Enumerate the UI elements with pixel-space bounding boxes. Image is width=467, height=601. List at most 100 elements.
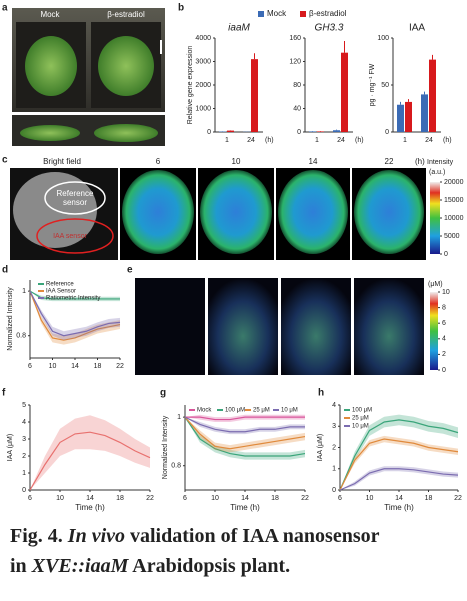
x-tick-label: 6: [28, 363, 32, 370]
confidence-band: [340, 466, 458, 490]
legend-label: Ratiometric Intensity: [46, 296, 100, 302]
y-axis-label: IAA (μM): [317, 434, 324, 461]
y-tick-label: 160: [289, 35, 301, 42]
x-tick-label: 1: [225, 137, 229, 144]
y-tick-label: 50: [381, 82, 389, 89]
colorbar-label: (μM): [428, 281, 443, 288]
y-tick-label: 4: [332, 402, 336, 409]
x-tick-label: 14: [86, 495, 94, 502]
x-tick-label: 10: [56, 495, 64, 502]
x-tick-label: 24: [425, 137, 433, 144]
y-tick-label: 3000: [195, 58, 211, 65]
y-tick-label: 4000: [195, 35, 211, 42]
x-tick-label: 18: [271, 495, 279, 502]
x-tick-label: 24: [337, 137, 345, 144]
colorbar-tick-label: 10: [442, 289, 450, 296]
colorbar-tick-label: 2: [442, 351, 446, 358]
roi-label: IAA sensor: [53, 233, 88, 240]
subplot-title: iaaM: [228, 23, 250, 34]
legend-label: 10 μM: [281, 408, 298, 414]
panel-e-images: [135, 278, 438, 375]
x-tick-label: 18: [116, 495, 124, 502]
x-axis-label: (h): [355, 137, 364, 144]
x-tick-label: 22: [146, 495, 154, 502]
y-tick-label: 3: [332, 423, 336, 430]
x-tick-label: 14: [241, 495, 249, 502]
bar: [341, 53, 348, 132]
confidence-band: [30, 415, 150, 490]
panel-c-images: [10, 168, 440, 260]
caption-part: XVE::iaaM: [31, 555, 130, 577]
time-label: 22: [385, 157, 394, 166]
panel-a-photos: [12, 8, 165, 146]
y-tick-label: 2000: [195, 82, 211, 89]
x-tick-label: 10: [366, 495, 374, 502]
bar: [227, 131, 234, 132]
y-tick-label: 1000: [195, 105, 211, 112]
bar: [405, 102, 412, 132]
y-tick-label: 0.8: [171, 463, 181, 470]
caption-part: Fig. 4.: [10, 525, 68, 547]
colorbar-tick-label: 0: [442, 367, 446, 374]
caption-part: In vivo: [67, 525, 125, 547]
legend-label: β-estradiol: [309, 9, 347, 18]
x-tick-label: 10: [49, 363, 57, 370]
x-tick-label: 14: [71, 363, 79, 370]
bar: [317, 131, 324, 132]
y-tick-label: 80: [293, 82, 301, 89]
time-label: 10: [232, 157, 241, 166]
x-tick-label: 18: [425, 495, 433, 502]
x-tick-label: 18: [94, 363, 102, 370]
x-axis-label: (h): [443, 137, 452, 144]
caption-part: in: [10, 555, 32, 577]
subplot-title: IAA: [409, 23, 425, 34]
y-tick-label: 5: [22, 402, 26, 409]
y-tick-label: 0: [207, 129, 211, 136]
x-axis-label: Time (h): [384, 503, 414, 512]
panel-letter: g: [160, 388, 166, 399]
bar: [333, 130, 340, 132]
x-tick-label: 14: [395, 495, 403, 502]
caption-part: validation of IAA nanosensor: [125, 525, 380, 547]
colorbar-tick-label: 6: [442, 320, 446, 327]
caption-part: Arabidopsis plant.: [128, 555, 290, 577]
time-label: 6: [156, 157, 161, 166]
y-tick-label: 0: [332, 487, 336, 494]
legend-swatch: [258, 11, 264, 17]
y-tick-label: 0.8: [16, 333, 26, 340]
time-label: 14: [309, 157, 318, 166]
x-tick-label: 1: [403, 137, 407, 144]
x-axis-label: (h): [265, 137, 274, 144]
x-tick-label: 6: [28, 495, 32, 502]
colorbar-tick-label: 10000: [444, 215, 464, 222]
x-tick-label: 22: [116, 363, 124, 370]
y-tick-label: 0: [22, 487, 26, 494]
figure-caption: Fig. 4. In vivo validation of IAA nanose…: [10, 525, 380, 547]
confidence-band: [185, 417, 305, 452]
image-label: Bright field: [43, 157, 81, 166]
legend-swatch: [300, 11, 306, 17]
y-axis-label: IAA (μM): [7, 434, 14, 461]
time-unit: (h): [415, 157, 425, 166]
legend-label: 25 μM: [253, 408, 270, 414]
y-tick-label: 40: [293, 105, 301, 112]
bar: [251, 59, 258, 132]
y-axis-label: Normalized Intensity: [162, 415, 169, 479]
panel-letter: e: [127, 265, 133, 276]
legend-label: 100 μM: [352, 408, 372, 414]
photo-label: Mock: [40, 10, 60, 19]
legend-label: Mock: [267, 9, 287, 18]
x-tick-label: 24: [247, 137, 255, 144]
y-tick-label: 0: [297, 129, 301, 136]
subplot-title: GH3.3: [315, 23, 344, 34]
panel-letter: b: [178, 3, 184, 14]
panel-letter: f: [2, 388, 6, 399]
panel-letter: c: [2, 155, 8, 166]
colorbar-label: Intensity: [427, 159, 454, 166]
colorbar-tick-label: 0: [444, 251, 448, 258]
y-tick-label: 120: [289, 58, 301, 65]
x-tick-label: 6: [183, 495, 187, 502]
legend-label: 25 μM: [352, 416, 369, 422]
bar: [397, 105, 404, 132]
legend-label: 100 μM: [225, 408, 245, 414]
